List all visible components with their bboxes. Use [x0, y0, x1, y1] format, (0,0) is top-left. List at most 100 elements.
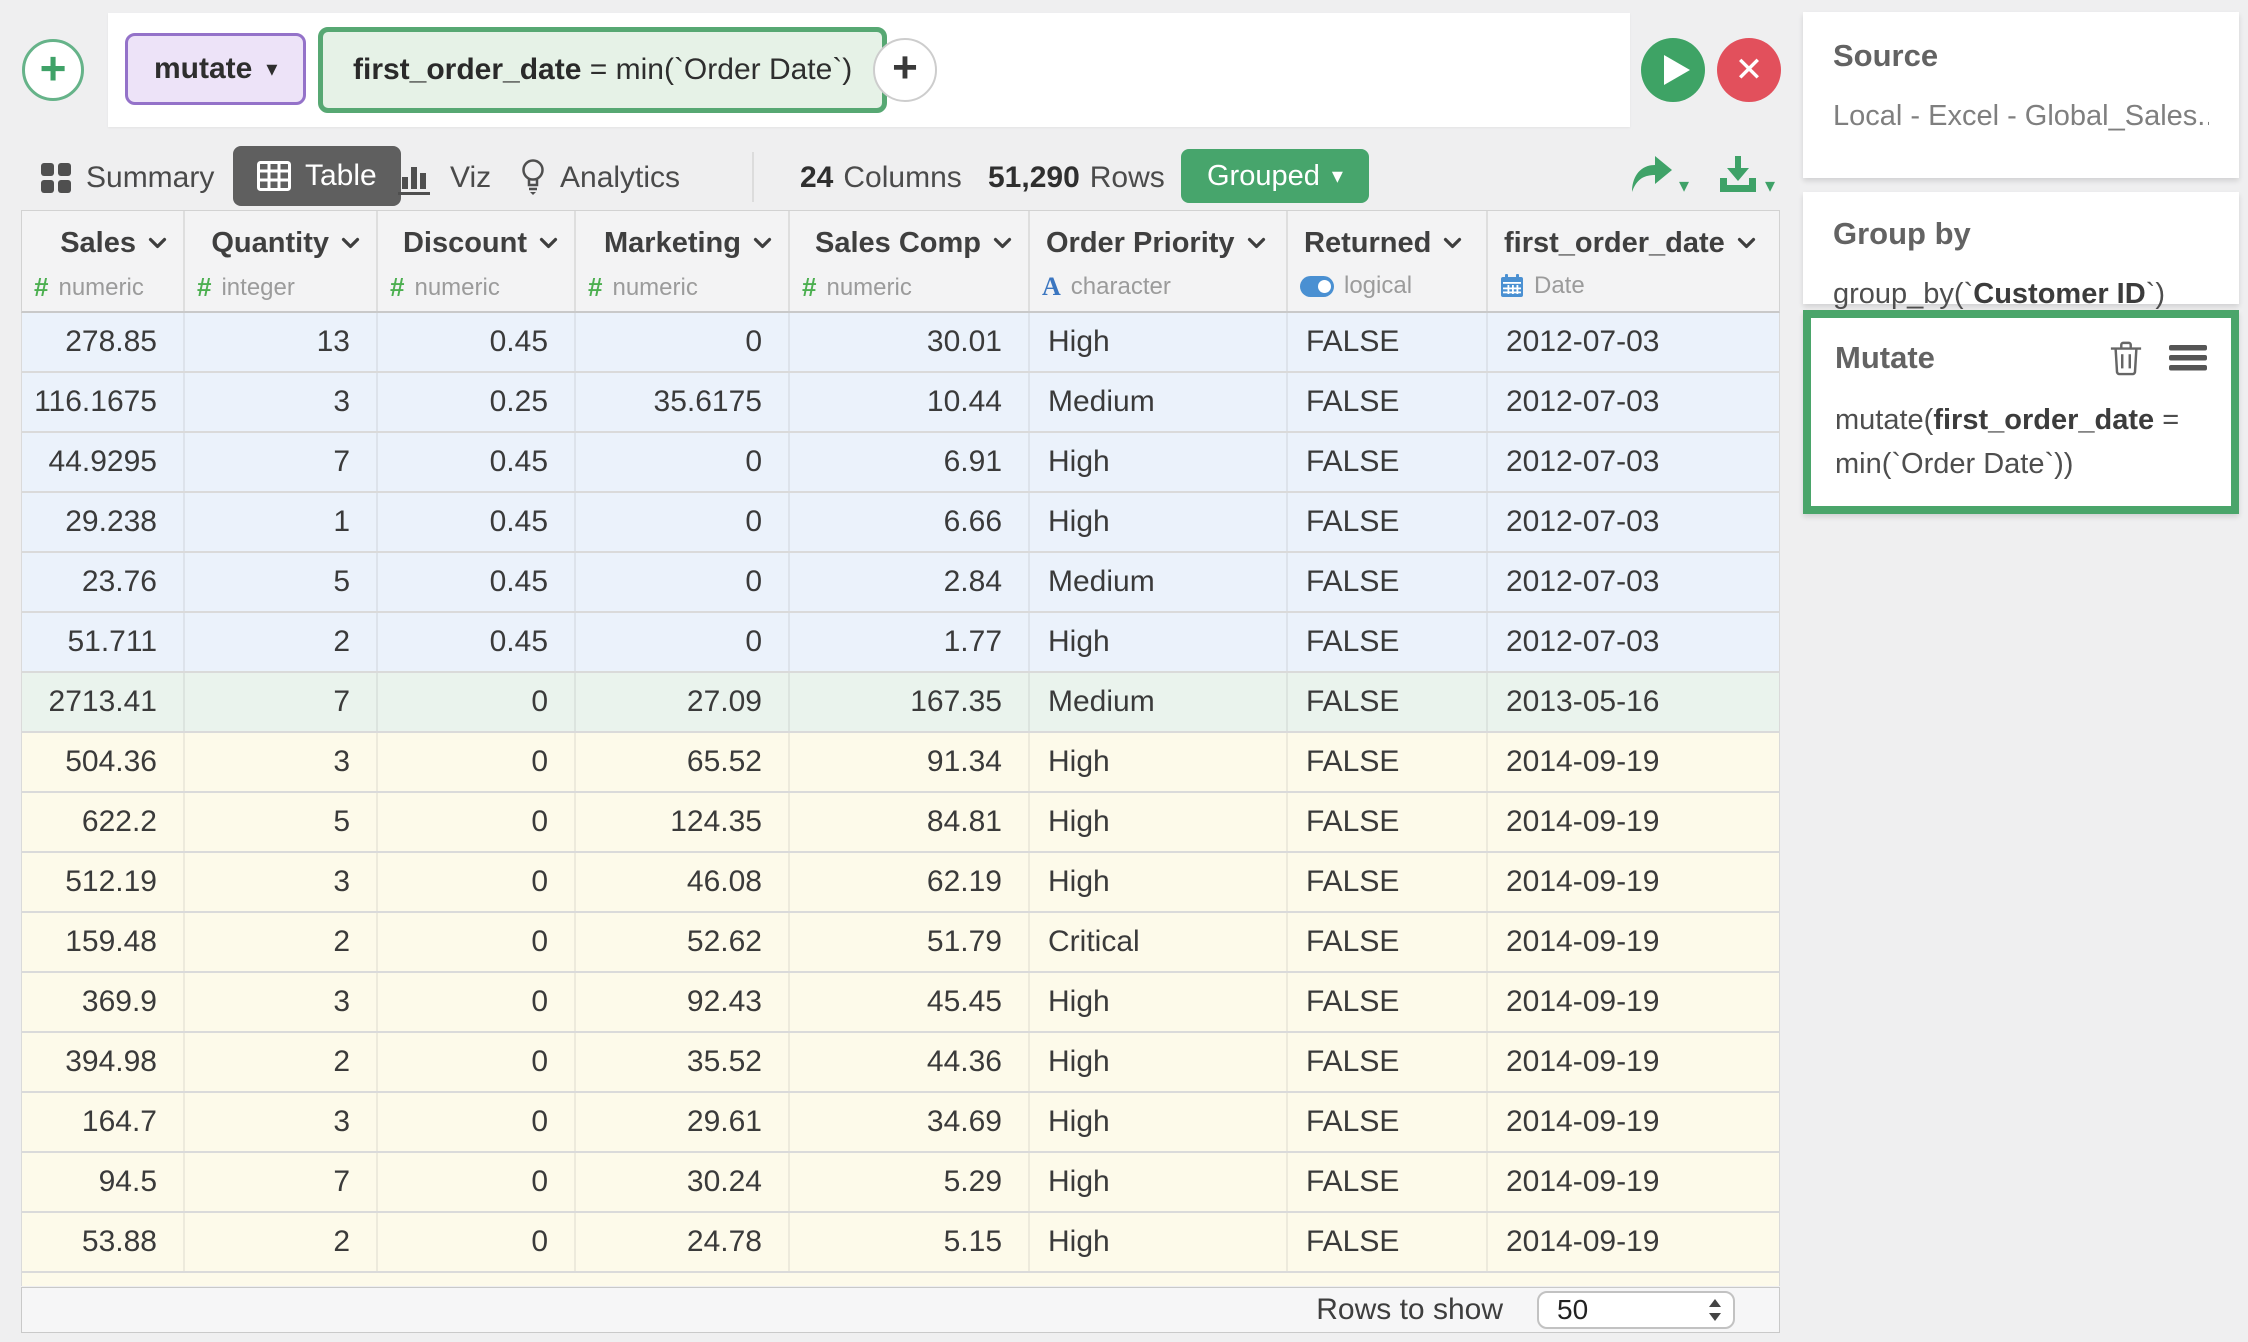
- table-cell: FALSE: [1288, 1093, 1488, 1151]
- table-row[interactable]: 394.98 2 0 35.52 44.36 High FALSE 2014-09-19: [22, 1033, 1779, 1093]
- mutate-expression: mutate(first_order_date = min(`Order Dat…: [1835, 404, 2180, 480]
- mutate-panel[interactable]: Mutate mutate(first_order_date = min(`Or…: [1803, 310, 2239, 514]
- run-button[interactable]: [1641, 38, 1705, 102]
- table-row[interactable]: 29.238 1 0.45 0 6.66 High FALSE 2012-07-03: [22, 493, 1779, 553]
- table-cell: Medium: [1030, 373, 1288, 431]
- table-cell: 2012-07-03: [1506, 505, 1660, 538]
- table-cell: High: [1030, 853, 1288, 911]
- column-header-sales[interactable]: Sales # numeric: [22, 211, 185, 311]
- table-cell: 0: [576, 493, 790, 551]
- tab-summary[interactable]: Summary: [40, 150, 214, 206]
- table-row[interactable]: 116.1675 3 0.25 35.6175 10.44 Medium FALSE 2012…: [22, 373, 1779, 433]
- table-cell: 2014-09-19: [1506, 1105, 1660, 1138]
- add-step-button[interactable]: +: [22, 39, 84, 101]
- grouped-button[interactable]: Grouped ▾: [1181, 149, 1369, 203]
- table-cell: 84.81: [790, 793, 1030, 851]
- table-cell: 0: [378, 673, 576, 731]
- hash-icon: #: [197, 272, 212, 302]
- table-cell: 0.45: [378, 433, 576, 491]
- table-row[interactable]: 53.88 2 0 24.78 5.15 High FALSE 2014-09-19: [22, 1213, 1779, 1273]
- table-footer: Rows to show 50: [21, 1287, 1780, 1333]
- share-button[interactable]: ▾: [1628, 154, 1689, 196]
- table-cell: 2: [185, 1213, 378, 1271]
- table-cell: 7: [185, 433, 378, 491]
- table-row[interactable]: 51.711 2 0.45 0 1.77 High FALSE 2012-07-03: [22, 613, 1779, 673]
- tab-analytics[interactable]: Analytics: [520, 150, 680, 206]
- table-row-partial: [22, 1273, 1779, 1286]
- column-header-first_order_date[interactable]: first_order_date Date: [1488, 211, 1779, 311]
- column-header-returned[interactable]: Returned logical: [1288, 211, 1488, 311]
- column-header-marketing[interactable]: Marketing # numeric: [576, 211, 790, 311]
- table-cell: 2014-09-19: [1506, 1045, 1660, 1078]
- table-row[interactable]: 159.48 2 0 52.62 51.79 Critical FALSE 2014-09-1…: [22, 913, 1779, 973]
- toggle-icon: [1300, 275, 1334, 297]
- table-cell: 2013-05-16: [1506, 685, 1660, 718]
- grouped-label: Grouped: [1207, 159, 1320, 192]
- column-header-quantity[interactable]: Quantity # integer: [185, 211, 378, 311]
- table-cell: 23.76: [22, 553, 185, 611]
- table-cell: 13: [185, 313, 378, 371]
- rows-to-show-select[interactable]: 50: [1537, 1291, 1735, 1329]
- tab-label: Analytics: [560, 161, 681, 194]
- table-cell: 53.88: [22, 1213, 185, 1271]
- table-cell: FALSE: [1288, 493, 1488, 551]
- table-row[interactable]: 2713.41 7 0 27.09 167.35 Medium FALSE 2013-05-1…: [22, 673, 1779, 733]
- table-cell: 46.08: [576, 853, 790, 911]
- column-header-sales-comp[interactable]: Sales Comp # numeric: [790, 211, 1030, 311]
- formula-input[interactable]: first_order_date = min(`Order Date`): [318, 27, 888, 113]
- tab-viz[interactable]: Viz: [398, 150, 491, 206]
- table-cell: 0: [378, 1093, 576, 1151]
- delete-step-button[interactable]: [2109, 338, 2143, 378]
- group-by-expression: group_by(`Customer ID`): [1833, 278, 2165, 310]
- download-button[interactable]: ▾: [1716, 154, 1775, 196]
- table-cell: High: [1030, 313, 1288, 371]
- table-cell: 0.45: [378, 553, 576, 611]
- hash-icon: #: [588, 272, 603, 302]
- table-cell: 0: [576, 553, 790, 611]
- chevron-down-icon: [1444, 237, 1462, 249]
- table-row[interactable]: 369.9 3 0 92.43 45.45 High FALSE 2014-09-19: [22, 973, 1779, 1033]
- cancel-button[interactable]: ✕: [1717, 38, 1781, 102]
- table-row[interactable]: 164.7 3 0 29.61 34.69 High FALSE 2014-09-19: [22, 1093, 1779, 1153]
- source-panel[interactable]: Source Local - Excel - Global_Sales....: [1803, 12, 2239, 178]
- table-cell: High: [1030, 1213, 1288, 1271]
- table-row[interactable]: 504.36 3 0 65.52 91.34 High FALSE 2014-09-19: [22, 733, 1779, 793]
- table-cell: 7: [185, 1153, 378, 1211]
- group-by-panel[interactable]: Group by group_by(`Customer ID`): [1803, 192, 2239, 310]
- share-icon: [1632, 156, 1672, 192]
- table-cell: High: [1030, 613, 1288, 671]
- rows-count: 51,290 Rows: [988, 161, 1165, 194]
- table-cell: 3: [185, 733, 378, 791]
- table-cell: 52.62: [576, 913, 790, 971]
- table-row[interactable]: 512.19 3 0 46.08 62.19 High FALSE 2014-09-19: [22, 853, 1779, 913]
- table-cell: 92.43: [576, 973, 790, 1031]
- table-cell: 164.7: [22, 1093, 185, 1151]
- chevron-down-icon: ▾: [1331, 163, 1343, 188]
- table-cell: FALSE: [1288, 1213, 1488, 1271]
- table-cell: 0.45: [378, 313, 576, 371]
- table-cell: 44.36: [790, 1033, 1030, 1091]
- table-row[interactable]: 278.85 13 0.45 0 30.01 High FALSE 2012-07-03: [22, 313, 1779, 373]
- table-cell: 0.45: [378, 613, 576, 671]
- table-row[interactable]: 94.5 7 0 30.24 5.29 High FALSE 2014-09-19: [22, 1153, 1779, 1213]
- table-row[interactable]: 622.2 5 0 124.35 84.81 High FALSE 2014-09-19: [22, 793, 1779, 853]
- table-row[interactable]: 44.9295 7 0.45 0 6.91 High FALSE 2012-07-03: [22, 433, 1779, 493]
- step-type-dropdown[interactable]: mutate ▾: [125, 33, 307, 105]
- table-row[interactable]: 23.76 5 0.45 0 2.84 Medium FALSE 2012-07-03: [22, 553, 1779, 613]
- table-cell: 2012-07-03: [1506, 565, 1660, 598]
- tab-table[interactable]: Table: [233, 146, 401, 206]
- add-formula-button[interactable]: +: [873, 38, 937, 102]
- step-menu-button[interactable]: [2169, 343, 2207, 373]
- chevron-down-icon: ▾: [266, 56, 278, 81]
- table-cell: 504.36: [22, 733, 185, 791]
- table-cell: 2014-09-19: [1506, 805, 1660, 838]
- table-cell: 369.9: [22, 973, 185, 1031]
- table-cell: FALSE: [1288, 1153, 1488, 1211]
- chevron-down-icon: [148, 237, 167, 249]
- table-cell: 1.77: [790, 613, 1030, 671]
- table-cell: FALSE: [1288, 913, 1488, 971]
- table-cell: 2012-07-03: [1506, 325, 1660, 358]
- rows-to-show-label: Rows to show: [1316, 1293, 1503, 1326]
- column-header-discount[interactable]: Discount # numeric: [378, 211, 576, 311]
